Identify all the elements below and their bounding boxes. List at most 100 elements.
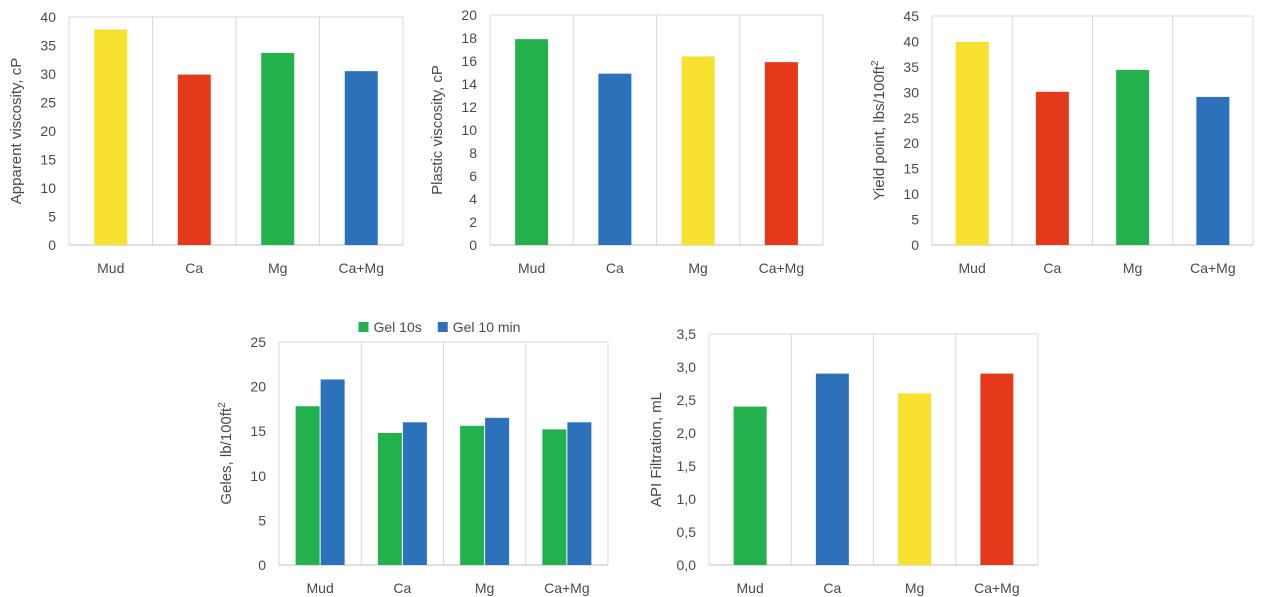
y-tick-label: 15 bbox=[903, 161, 919, 177]
x-category-label: Ca+Mg bbox=[338, 260, 384, 276]
bar-gel-10-min bbox=[320, 379, 345, 565]
y-tick-label: 10 bbox=[903, 186, 919, 202]
chart-apparent-viscosity: 0 5 10 15 20 25 30 35 40 Mud Ca Mg Ca+Mg Apparent vis… bbox=[8, 9, 404, 276]
legend-label: Gel 10s bbox=[374, 319, 422, 335]
y-tick-label: 1,5 bbox=[677, 458, 697, 474]
x-category-label: Mg bbox=[475, 580, 494, 596]
y-tick-label: 14 bbox=[461, 76, 477, 92]
x-category-label: Mg bbox=[1123, 260, 1142, 276]
y-tick-label: 6 bbox=[469, 168, 477, 184]
y-tick-label: 30 bbox=[40, 66, 56, 82]
y-tick-label: 40 bbox=[903, 33, 919, 49]
x-category-label: Ca bbox=[393, 580, 411, 596]
x-category-label: Ca+Mg bbox=[759, 260, 805, 276]
bar bbox=[344, 71, 378, 246]
y-tick-label: 20 bbox=[250, 379, 266, 395]
y-tick-label: 0,5 bbox=[677, 524, 697, 540]
bar-gel-10s bbox=[542, 429, 567, 565]
y-tick-label: 45 bbox=[903, 8, 919, 24]
y-tick-label: 35 bbox=[40, 38, 56, 54]
x-category-label: Ca+Mg bbox=[1190, 260, 1236, 276]
y-tick-label: 1,0 bbox=[677, 491, 697, 507]
bar bbox=[1116, 69, 1150, 245]
legend-swatch bbox=[358, 322, 369, 332]
y-tick-label: 16 bbox=[461, 53, 477, 69]
bar-gel-10-min bbox=[567, 422, 592, 565]
x-category-label: Ca+Mg bbox=[544, 580, 590, 596]
bar bbox=[598, 73, 632, 246]
y-tick-label: 3,0 bbox=[677, 359, 697, 375]
y-axis-title: API Filtration, mL bbox=[648, 392, 665, 507]
x-category-label: Ca bbox=[606, 260, 624, 276]
y-axis-title: Yield point, lbs/100ft2 bbox=[870, 60, 888, 201]
x-category-label: Ca bbox=[1043, 260, 1061, 276]
y-tick-label: 20 bbox=[40, 123, 56, 139]
y-tick-label: 18 bbox=[461, 30, 477, 46]
bar bbox=[815, 373, 849, 565]
bar bbox=[1035, 91, 1069, 245]
chart-api-filtration: 0,0 0,5 1,0 1,5 2,0 2,5 3,0 3,5 Mud Ca Mg Ca+Mg API … bbox=[648, 326, 1039, 596]
bar bbox=[1196, 96, 1230, 245]
bar bbox=[515, 39, 549, 246]
x-category-label: Mud bbox=[518, 260, 545, 276]
y-tick-label: 2 bbox=[469, 214, 477, 230]
x-category-label: Mg bbox=[268, 260, 287, 276]
bar bbox=[980, 373, 1014, 565]
y-tick-label: 2,0 bbox=[677, 425, 697, 441]
bar bbox=[764, 62, 798, 246]
y-axis-title: Plastic viscosity, cP bbox=[429, 65, 446, 195]
y-tick-label: 12 bbox=[461, 99, 477, 115]
y-tick-label: 10 bbox=[250, 468, 266, 484]
x-category-label: Ca bbox=[823, 580, 841, 596]
x-category-label: Mud bbox=[737, 580, 764, 596]
y-tick-label: 15 bbox=[40, 152, 56, 168]
y-tick-label: 0,0 bbox=[677, 557, 697, 573]
y-tick-label: 10 bbox=[40, 180, 56, 196]
x-category-label: Mud bbox=[307, 580, 334, 596]
legend: Gel 10s Gel 10 min bbox=[358, 319, 521, 335]
chart-yield-point: 0 5 10 15 20 25 30 35 40 45 Mud Ca Mg Ca+Mg Yield poin… bbox=[870, 8, 1254, 276]
y-tick-label: 5 bbox=[48, 209, 56, 225]
y-tick-label: 5 bbox=[911, 212, 919, 228]
bar bbox=[94, 29, 128, 245]
y-tick-label: 25 bbox=[40, 95, 56, 111]
y-tick-label: 15 bbox=[250, 423, 266, 439]
bar-gel-10-min bbox=[485, 417, 510, 565]
bar bbox=[681, 56, 715, 246]
y-tick-label: 25 bbox=[250, 334, 266, 350]
x-category-label: Mg bbox=[688, 260, 707, 276]
bar-gel-10s bbox=[295, 406, 320, 565]
x-category-label: Ca bbox=[185, 260, 203, 276]
y-tick-label: 40 bbox=[40, 9, 56, 25]
y-axis-title: Geles, lb/100ft2 bbox=[217, 402, 235, 505]
bar bbox=[261, 52, 295, 245]
chart-plastic-viscosity: 0 2 4 6 8 10 12 14 16 18 20 Mud Ca Mg Ca+Mg Plastic vis… bbox=[429, 7, 824, 276]
y-tick-label: 10 bbox=[461, 122, 477, 138]
y-tick-label: 0 bbox=[258, 557, 266, 573]
legend-swatch bbox=[437, 322, 448, 332]
bar-gel-10s bbox=[377, 432, 402, 565]
y-tick-label: 30 bbox=[903, 84, 919, 100]
y-tick-label: 5 bbox=[258, 512, 266, 528]
legend-label: Gel 10 min bbox=[453, 319, 521, 335]
y-tick-label: 2,5 bbox=[677, 392, 697, 408]
bar bbox=[955, 41, 989, 245]
y-tick-label: 0 bbox=[48, 237, 56, 253]
y-tick-label: 0 bbox=[469, 237, 477, 253]
y-axis-title: Apparent viscosity, cP bbox=[8, 58, 25, 204]
bar bbox=[733, 406, 767, 565]
y-tick-label: 20 bbox=[903, 135, 919, 151]
y-tick-label: 3,5 bbox=[677, 326, 697, 342]
y-tick-label: 20 bbox=[461, 7, 477, 23]
bar bbox=[177, 74, 211, 245]
y-tick-label: 0 bbox=[911, 237, 919, 253]
y-tick-label: 35 bbox=[903, 59, 919, 75]
bar bbox=[898, 393, 932, 565]
y-tick-label: 25 bbox=[903, 110, 919, 126]
x-category-label: Mg bbox=[905, 580, 924, 596]
x-category-label: Ca+Mg bbox=[974, 580, 1020, 596]
gridlines bbox=[278, 341, 609, 566]
x-category-label: Mud bbox=[97, 260, 124, 276]
y-tick-label: 4 bbox=[469, 191, 477, 207]
